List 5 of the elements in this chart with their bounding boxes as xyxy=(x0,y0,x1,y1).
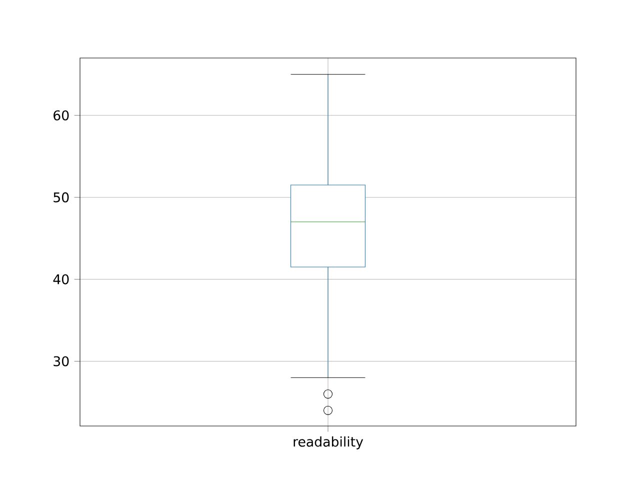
x-tick-label: readability xyxy=(294,436,364,450)
y-tick-label: 40 xyxy=(53,274,69,284)
y-tick-label: 50 xyxy=(54,192,69,202)
y-tick-label: 60 xyxy=(54,110,69,120)
y-tick-label: 30 xyxy=(54,356,69,366)
